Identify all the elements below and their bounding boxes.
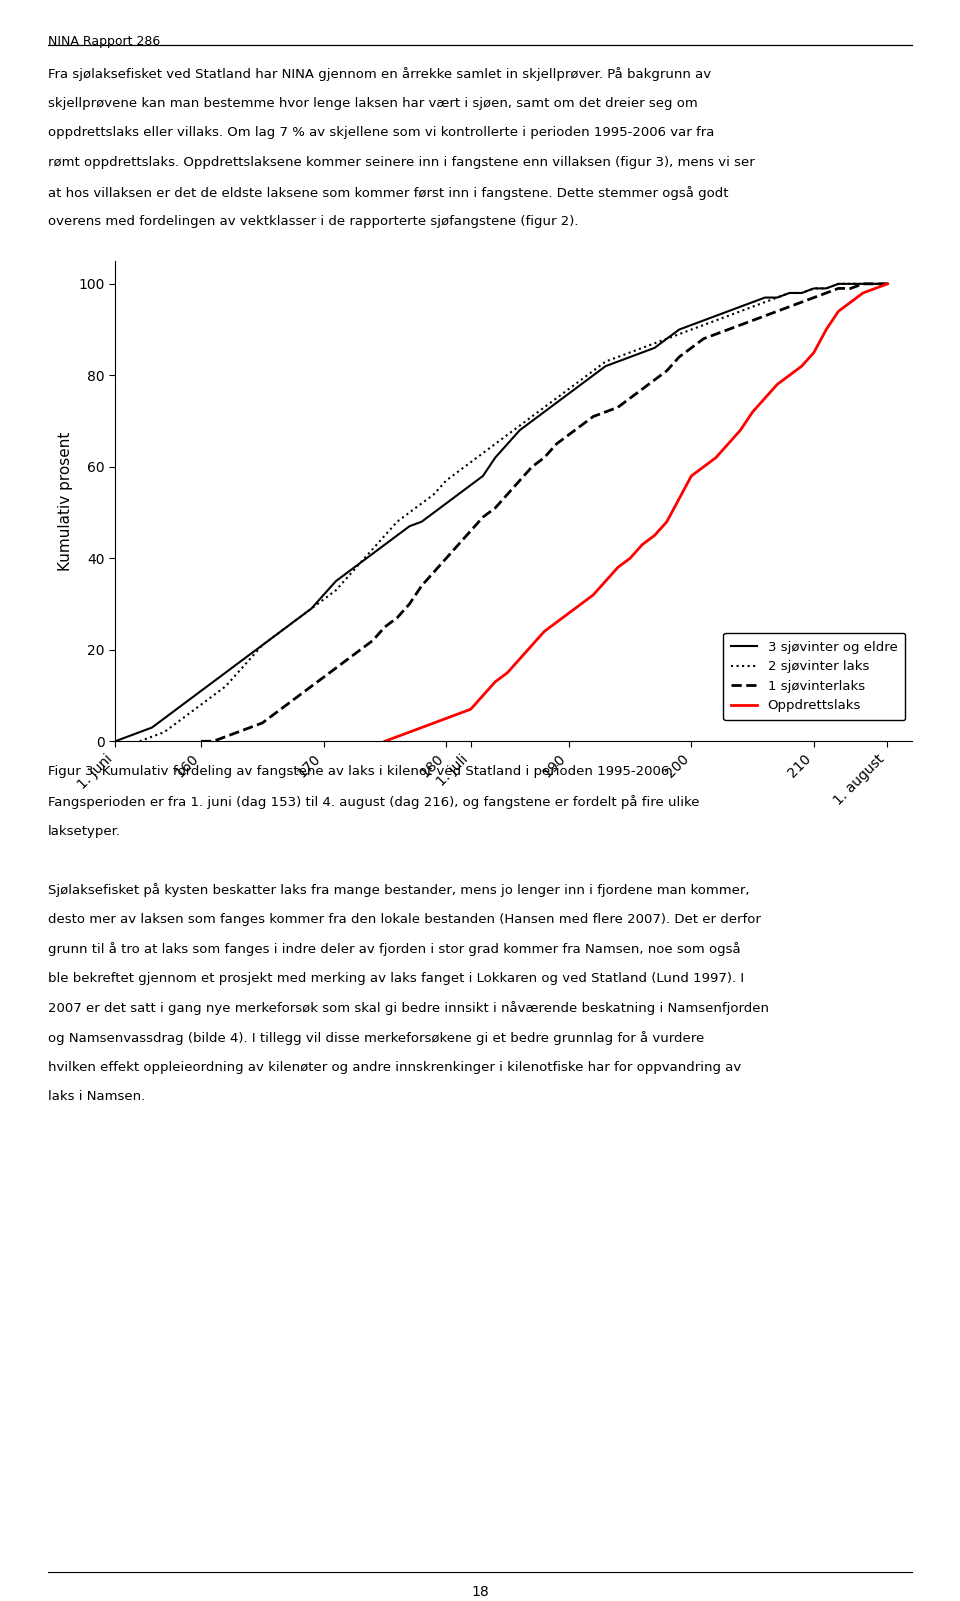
Text: ble bekreftet gjennom et prosjekt med merking av laks fanget i Lokkaren og ved S: ble bekreftet gjennom et prosjekt med me… — [48, 972, 744, 985]
Line: 2 sjøvinter laks: 2 sjøvinter laks — [140, 283, 887, 741]
Oppdrettslaks — [698, 458, 709, 477]
Oppdrettslaks — [722, 434, 733, 453]
3 sjøvinter og eldre — [612, 352, 624, 371]
Oppdrettslaks — [588, 586, 599, 605]
Text: desto mer av laksen som fanges kommer fra den lokale bestanden (Hansen med flere: desto mer av laksen som fanges kommer fr… — [48, 913, 761, 925]
Oppdrettslaks — [539, 621, 550, 640]
Oppdrettslaks — [673, 490, 684, 509]
Text: Sjølaksefisket på kysten beskatter laks fra mange bestander, mens jo lenger inn : Sjølaksefisket på kysten beskatter laks … — [48, 882, 750, 897]
2 sjøvinter laks — [783, 283, 795, 303]
Oppdrettslaks — [502, 663, 514, 682]
2 sjøvinter laks — [502, 426, 514, 445]
2 sjøvinter laks — [134, 732, 146, 751]
2 sjøvinter laks — [281, 618, 293, 637]
3 sjøvinter og eldre — [490, 448, 501, 467]
Text: skjellprøvene kan man bestemme hvor lenge laksen har vært i sjøen, samt om det d: skjellprøvene kan man bestemme hvor leng… — [48, 96, 698, 110]
Text: NINA Rapport 286: NINA Rapport 286 — [48, 35, 160, 48]
2 sjøvinter laks — [195, 695, 206, 714]
Oppdrettslaks — [759, 389, 771, 408]
Oppdrettslaks — [710, 448, 722, 467]
Oppdrettslaks — [428, 714, 440, 733]
3 sjøvinter og eldre — [428, 503, 440, 522]
1 sjøvinterlaks — [220, 727, 231, 746]
Oppdrettslaks — [661, 512, 673, 532]
Text: Figur 3. Kumulativ fordeling av fangstene av laks i kilenot ved Statland i perio: Figur 3. Kumulativ fordeling av fangsten… — [48, 765, 673, 778]
Text: og Namsenvassdrag (bilde 4). I tillegg vil disse merkeforsøkene gi et bedre grun: og Namsenvassdrag (bilde 4). I tillegg v… — [48, 1031, 705, 1045]
Oppdrettslaks — [857, 283, 869, 303]
3 sjøvinter og eldre — [539, 402, 550, 421]
3 sjøvinter og eldre — [109, 732, 121, 751]
Oppdrettslaks — [808, 343, 820, 362]
Text: oppdrettslaks eller villaks. Om lag 7 % av skjellene som vi kontrollerte i perio: oppdrettslaks eller villaks. Om lag 7 % … — [48, 126, 714, 139]
Text: Fra sjølaksefisket ved Statland har NINA gjennom en årrekke samlet in skjellprøv: Fra sjølaksefisket ved Statland har NINA… — [48, 67, 711, 82]
Oppdrettslaks — [379, 732, 391, 751]
1 sjøvinterlaks — [195, 732, 206, 751]
Oppdrettslaks — [747, 402, 758, 421]
Oppdrettslaks — [649, 525, 660, 544]
1 sjøvinterlaks — [881, 274, 893, 293]
Text: overens med fordelingen av vektklasser i de rapporterte sjøfangstene (figur 2).: overens med fordelingen av vektklasser i… — [48, 215, 579, 229]
2 sjøvinter laks — [330, 581, 342, 600]
Text: 18: 18 — [471, 1585, 489, 1599]
Oppdrettslaks — [685, 466, 697, 485]
Oppdrettslaks — [612, 557, 624, 576]
Text: laksetyper.: laksetyper. — [48, 825, 121, 837]
Oppdrettslaks — [870, 279, 881, 298]
1 sjøvinterlaks — [673, 347, 684, 367]
3 sjøvinter og eldre — [207, 672, 219, 692]
Oppdrettslaks — [783, 365, 795, 384]
1 sjøvinterlaks — [490, 498, 501, 517]
Text: 2007 er det satt i gang nye merkeforsøk som skal gi bedre innsikt i nåværende be: 2007 er det satt i gang nye merkeforsøk … — [48, 1002, 769, 1015]
Line: 1 sjøvinterlaks: 1 sjøvinterlaks — [201, 283, 887, 741]
Oppdrettslaks — [772, 375, 783, 394]
3 sjøvinter og eldre — [881, 274, 893, 293]
Oppdrettslaks — [624, 549, 636, 568]
Oppdrettslaks — [600, 572, 612, 591]
Oppdrettslaks — [575, 594, 587, 613]
Y-axis label: Kumulativ prosent: Kumulativ prosent — [58, 431, 73, 572]
Text: hvilken effekt oppleieordning av kilenøter og andre innskrenkinger i kilenotfisk: hvilken effekt oppleieordning av kilenøt… — [48, 1060, 741, 1074]
1 sjøvinterlaks — [857, 274, 869, 293]
1 sjøvinterlaks — [379, 618, 391, 637]
Oppdrettslaks — [881, 274, 893, 293]
Line: Oppdrettslaks: Oppdrettslaks — [385, 283, 887, 741]
Oppdrettslaks — [734, 421, 746, 440]
Text: Fangsperioden er fra 1. juni (dag 153) til 4. august (dag 216), og fangstene er : Fangsperioden er fra 1. juni (dag 153) t… — [48, 794, 700, 809]
3 sjøvinter og eldre — [600, 357, 612, 376]
Oppdrettslaks — [441, 709, 452, 728]
Oppdrettslaks — [563, 604, 574, 623]
2 sjøvinter laks — [832, 274, 844, 293]
3 sjøvinter og eldre — [832, 274, 844, 293]
Oppdrettslaks — [832, 301, 844, 320]
Text: grunn til å tro at laks som fanges i indre deler av fjorden i stor grad kommer f: grunn til å tro at laks som fanges i ind… — [48, 941, 740, 956]
Oppdrettslaks — [416, 717, 427, 736]
Oppdrettslaks — [551, 613, 563, 632]
Oppdrettslaks — [465, 700, 476, 719]
2 sjøvinter laks — [588, 362, 599, 381]
Text: rømt oppdrettslaks. Oppdrettslaksene kommer seinere inn i fangstene enn villakse: rømt oppdrettslaks. Oppdrettslaksene kom… — [48, 155, 755, 170]
Text: laks i Namsen.: laks i Namsen. — [48, 1090, 145, 1103]
Oppdrettslaks — [403, 722, 415, 741]
Oppdrettslaks — [845, 293, 856, 312]
Line: 3 sjøvinter og eldre: 3 sjøvinter og eldre — [115, 283, 887, 741]
Oppdrettslaks — [392, 727, 403, 746]
Oppdrettslaks — [490, 672, 501, 692]
1 sjøvinterlaks — [232, 722, 244, 741]
Oppdrettslaks — [796, 357, 807, 376]
Legend: 3 sjøvinter og eldre, 2 sjøvinter laks, 1 sjøvinterlaks, Oppdrettslaks: 3 sjøvinter og eldre, 2 sjøvinter laks, … — [723, 632, 905, 720]
Oppdrettslaks — [526, 636, 538, 655]
Text: at hos villaksen er det de eldste laksene som kommer først inn i fangstene. Dett: at hos villaksen er det de eldste laksen… — [48, 186, 729, 200]
Oppdrettslaks — [821, 320, 832, 339]
Oppdrettslaks — [477, 685, 489, 704]
Oppdrettslaks — [514, 650, 525, 669]
Oppdrettslaks — [453, 704, 465, 724]
Oppdrettslaks — [636, 535, 648, 554]
2 sjøvinter laks — [881, 274, 893, 293]
1 sjøvinterlaks — [661, 362, 673, 381]
